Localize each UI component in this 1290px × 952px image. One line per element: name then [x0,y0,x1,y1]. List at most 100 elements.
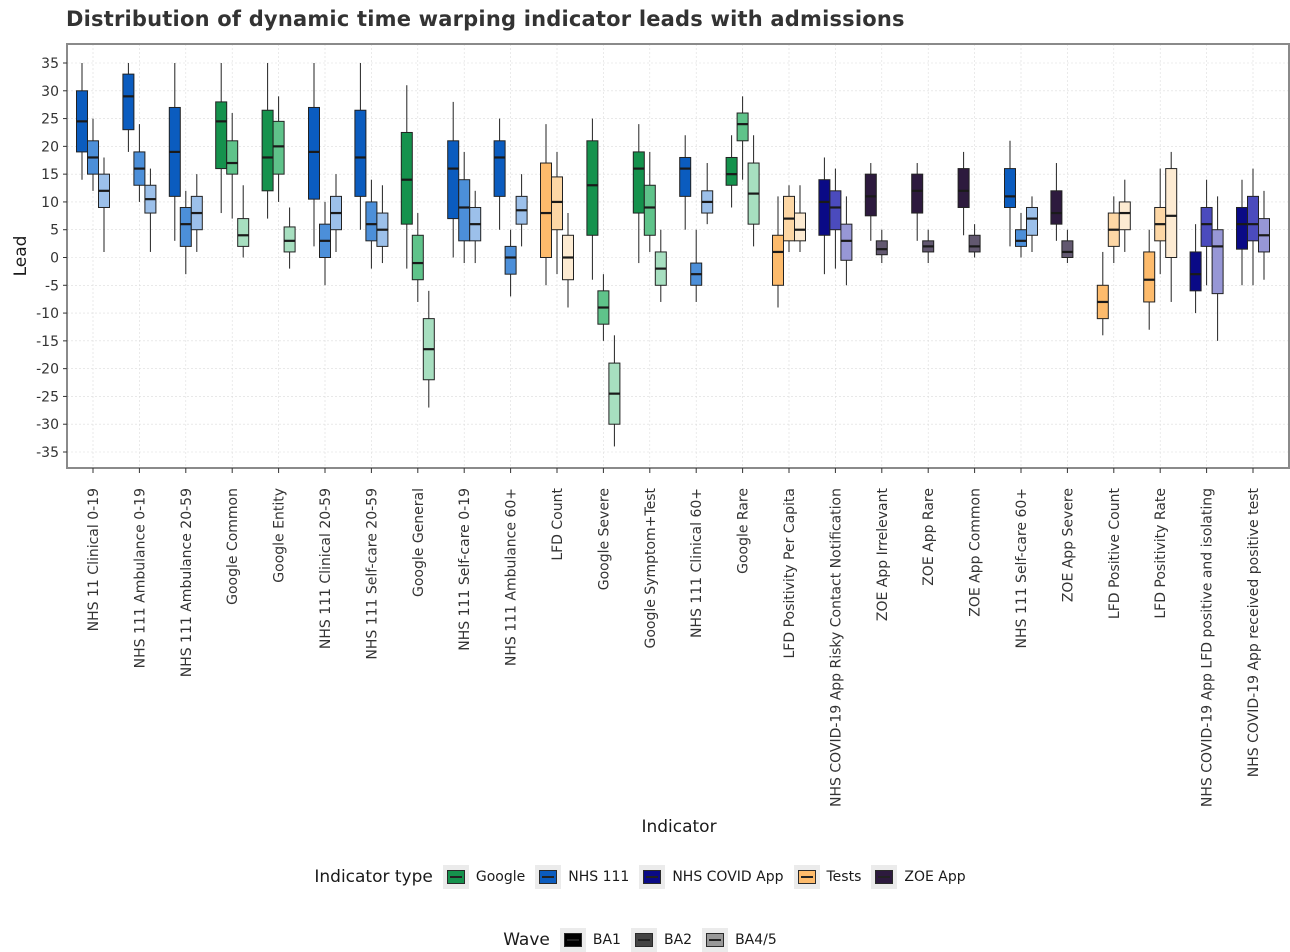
legend-label: NHS COVID App [672,869,784,885]
box-ba4-5 [840,196,853,286]
box-iqr [643,184,656,236]
x-axis-label: Indicator [641,817,716,837]
box-iqr [179,206,192,247]
box-ba1 [493,118,506,230]
box-iqr [1118,201,1131,231]
x-tick-label: NHS COVID-19 App Risky Contact Notificat… [828,488,844,807]
y-tick-label: 20 [41,139,59,155]
grid-lines [67,44,1289,468]
box-iqr [122,73,135,131]
box-ba1 [1189,224,1202,314]
box-iqr [1189,251,1202,292]
y-axis: 35 30 25 20 15 10 5 0 -5 -10 -15 -20 -25 -30 -35 [36,56,67,461]
box-ba4-5 [469,190,482,264]
box-iqr [1050,190,1063,225]
box-iqr [540,162,552,258]
box-iqr [829,190,842,231]
legend-label: BA2 [663,932,693,948]
y-tick-label: 5 [50,223,59,239]
y-tick-label: 0 [50,251,59,267]
box-iqr [261,109,274,192]
box-ba2 [968,224,981,258]
box-ba2 [365,179,378,269]
legend-swatch [875,870,894,884]
box-ba1 [1050,163,1063,241]
x-tick-label: NHS COVID-19 App received positive test [1246,488,1262,778]
box-ba4-5 [608,335,621,447]
box-iqr [586,140,599,236]
legend-key [559,928,586,952]
box-ba1 [586,118,599,280]
y-axis-label: Lead [11,236,31,277]
legend-key [702,928,729,952]
y-tick-label: -5 [45,278,59,294]
box-ba1 [1096,251,1109,336]
legend-label: ZOE App [904,869,966,885]
legend-swatch [706,933,725,947]
y-tick-label: 25 [41,112,59,128]
box-ba1 [400,85,413,269]
box-iqr [447,140,460,220]
x-tick-label: NHS 111 Ambulance 20-59 [179,488,195,677]
legend-item: Google [442,865,526,889]
x-tick-label: ZOE App Irrelevant [875,487,891,621]
x-tick-label: Google Entity [272,488,288,583]
box-ba1 [1004,140,1016,247]
chart-title: Distribution of dynamic time warping ind… [66,7,905,31]
box-iqr [772,234,784,286]
legend-label: BA4/5 [735,932,777,948]
box-ba2 [1154,168,1167,275]
x-tick-label: NHS 11 Clinical 0-19 [86,488,102,631]
box-ba4-5 [190,174,203,252]
box-ba1 [354,63,367,230]
box-ba4-5 [1165,151,1178,302]
legend-item: BA4/5 [702,928,777,952]
box-ba2 [1015,213,1027,258]
box-ba1 [632,124,645,264]
x-tick-label: NHS COVID-19 App LFD positive and isolat… [1200,488,1216,807]
y-tick-label: -25 [36,389,59,405]
box-ba4-5 [1258,190,1270,280]
legend-item: ZOE App [871,865,966,889]
box-iqr [1247,195,1259,242]
box-ba1 [447,101,460,258]
x-tick-label: LFD Positive Count [1107,488,1123,620]
box-iqr [400,131,413,225]
legend-label: Google [475,869,526,885]
x-tick-label: Google Common [225,488,241,605]
box-ba1 [76,63,88,180]
box-ba2 [597,274,610,341]
x-tick-label: NHS 111 Clinical 20-59 [318,488,334,649]
box-iqr [493,140,506,197]
y-tick-label: -15 [36,334,59,350]
legend-key [442,865,469,889]
box-iqr [1236,206,1248,250]
box-ba2 [875,229,888,264]
x-tick-label: Google Rare [736,488,752,574]
legend-key [871,865,898,889]
box-iqr [1165,168,1178,258]
x-tick-label: NHS 111 Ambulance 0-19 [132,488,148,668]
x-tick-label: LFD Count [550,488,566,561]
box-ba2 [783,185,795,252]
box-ba2 [133,124,146,202]
y-tick-label: 10 [41,195,59,211]
box-ba2 [1200,179,1213,286]
box-ba4-5 [1026,196,1038,252]
y-tick-label: 35 [41,56,59,72]
box-ba1 [1143,229,1156,330]
box-iqr [1015,229,1027,247]
box-ba2 [643,151,656,252]
box-iqr [272,120,285,175]
box-iqr [794,212,806,242]
x-tick-label: Google Severe [596,488,612,590]
box-iqr [957,168,970,208]
box-iqr [911,173,924,214]
legend-wave: Wave BA1 BA2 BA4/5 [0,928,1290,952]
legend-item: NHS 111 [535,865,629,889]
box-ba4-5 [330,174,342,252]
box-ba4-5 [283,207,296,269]
box-ba2 [87,118,99,191]
legend-indicator-type: Indicator type Google NHS 111 NHS COVID Ap… [0,865,1290,889]
x-tick-label: LFD Positivity Per Capita [782,488,798,659]
